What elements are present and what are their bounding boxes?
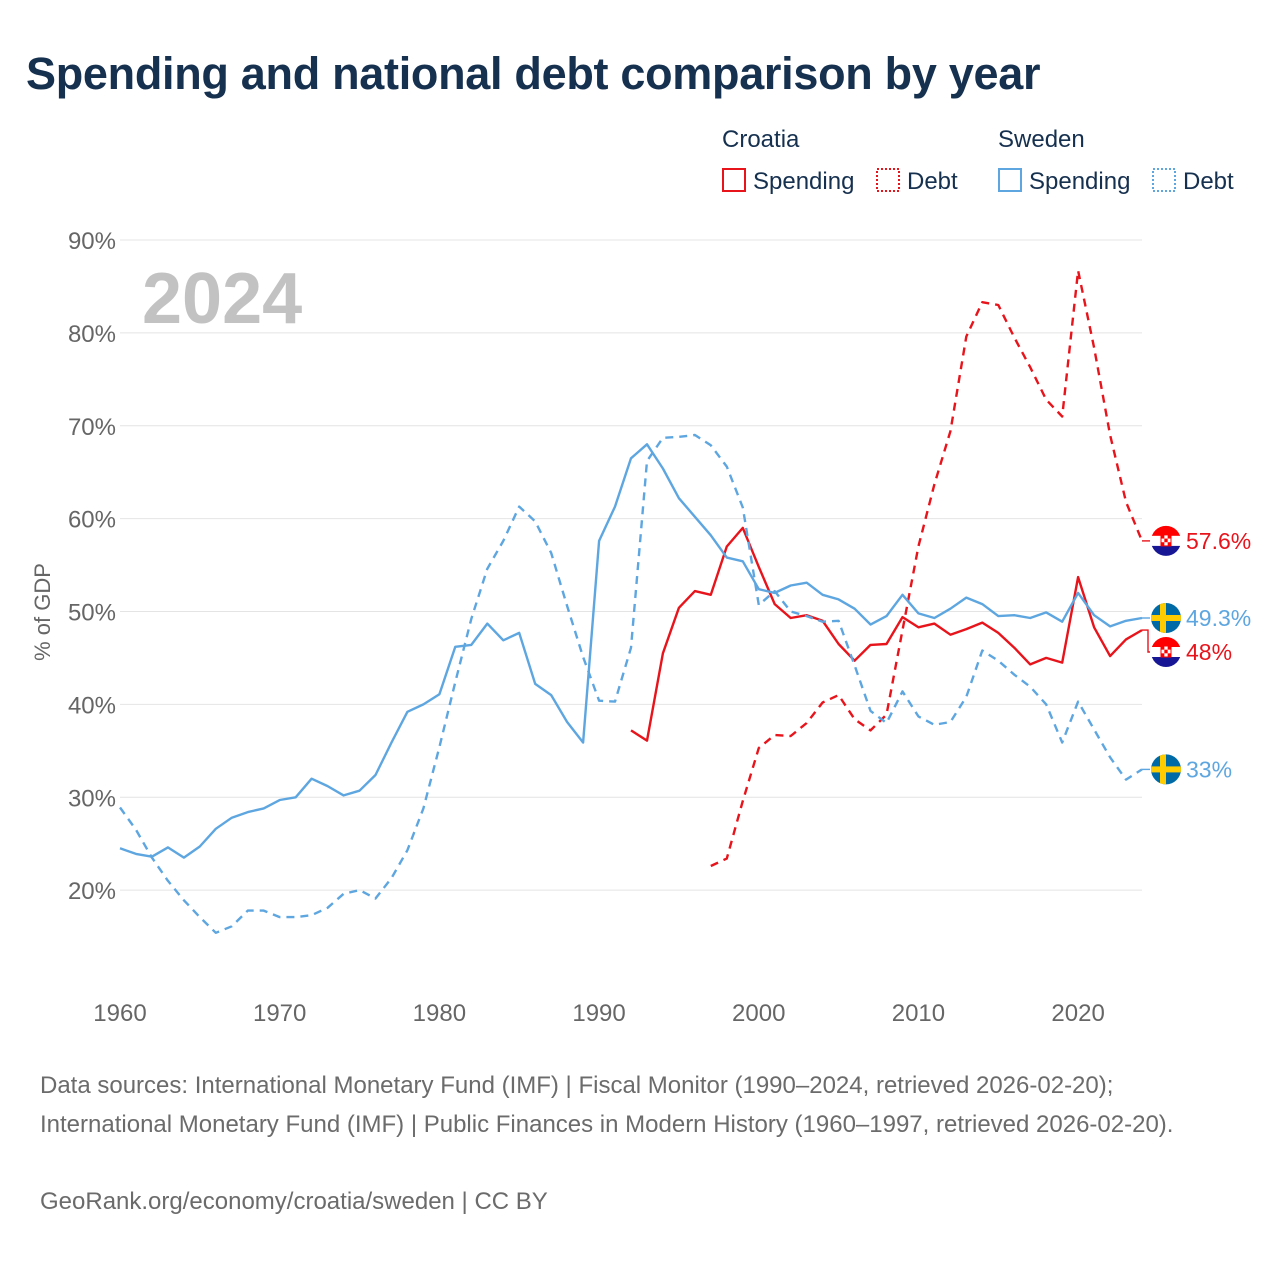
x-tick-label: 1980 bbox=[413, 1000, 466, 1027]
chart: 20% 30% 40% 50% 60% 70% 80% 90% 1960 1970 1980 1990… bbox=[30, 126, 1251, 1027]
x-tick-label: 1960 bbox=[93, 1000, 146, 1027]
chart-title: Spending and national debt comparison by… bbox=[26, 48, 1041, 99]
axes: 20% 30% 40% 50% 60% 70% 80% 90% 1960 1970 1980 1990… bbox=[30, 228, 1105, 1027]
x-tick-label: 2010 bbox=[892, 1000, 945, 1027]
y-tick-label: 70% bbox=[68, 414, 116, 441]
legend-croatia-spending-label: Spending bbox=[753, 168, 854, 195]
y-tick-label: 20% bbox=[68, 878, 116, 905]
y-axis-label: % of GDP bbox=[30, 563, 55, 661]
croatia-debt-end-label: 57.6% bbox=[1186, 528, 1251, 554]
x-tick-label: 1990 bbox=[572, 1000, 625, 1027]
croatia-spending-connector bbox=[1142, 629, 1150, 653]
data-sources: Data sources: International Monetary Fun… bbox=[40, 1072, 1174, 1138]
sweden-spending-end-label: 49.3% bbox=[1186, 605, 1251, 631]
legend: Croatia Spending Debt Sweden Spending Debt bbox=[722, 126, 1234, 195]
legend-sweden-debt-swatch bbox=[1152, 168, 1176, 192]
y-tick-label: 40% bbox=[68, 692, 116, 719]
legend-croatia-debt-label: Debt bbox=[907, 168, 958, 195]
legend-croatia-heading: Croatia bbox=[722, 126, 800, 153]
y-tick-label: 60% bbox=[68, 507, 116, 534]
y-tick-label: 30% bbox=[68, 785, 116, 812]
x-tick-label: 2020 bbox=[1051, 1000, 1104, 1027]
sweden-spending-line bbox=[119, 443, 1143, 859]
sweden-debt-line bbox=[119, 433, 1143, 934]
croatia-spending-line bbox=[630, 526, 1143, 742]
sweden-debt-end-label: 33% bbox=[1186, 756, 1232, 782]
croatia-flag bbox=[1151, 637, 1181, 667]
legend-sweden-heading: Sweden bbox=[998, 126, 1085, 153]
legend-sweden-debt-label: Debt bbox=[1183, 168, 1234, 195]
x-tick-label: 1970 bbox=[253, 1000, 306, 1027]
y-tick-label: 80% bbox=[68, 321, 116, 348]
legend-sweden-spending-swatch bbox=[998, 168, 1022, 192]
series-lines bbox=[119, 269, 1144, 934]
croatia-spending-end-label: 48% bbox=[1186, 639, 1232, 665]
legend-croatia-spending-swatch bbox=[722, 168, 746, 192]
y-tick-label: 50% bbox=[68, 600, 116, 627]
end-labels: 48% 57.6% 49.3% 33% bbox=[1142, 525, 1251, 785]
sweden-flag bbox=[1151, 754, 1181, 785]
credit-line[interactable]: GeoRank.org/economy/croatia/sweden | CC … bbox=[40, 1188, 548, 1215]
y-tick-label: 90% bbox=[68, 228, 116, 255]
croatia-flag bbox=[1151, 525, 1181, 556]
year-watermark: 2024 bbox=[142, 259, 302, 339]
x-tick-label: 2000 bbox=[732, 1000, 785, 1027]
legend-sweden-spending-label: Spending bbox=[1029, 168, 1130, 195]
croatia-debt-line bbox=[710, 269, 1144, 868]
sweden-flag bbox=[1151, 603, 1181, 633]
legend-croatia-debt-swatch bbox=[876, 168, 900, 192]
